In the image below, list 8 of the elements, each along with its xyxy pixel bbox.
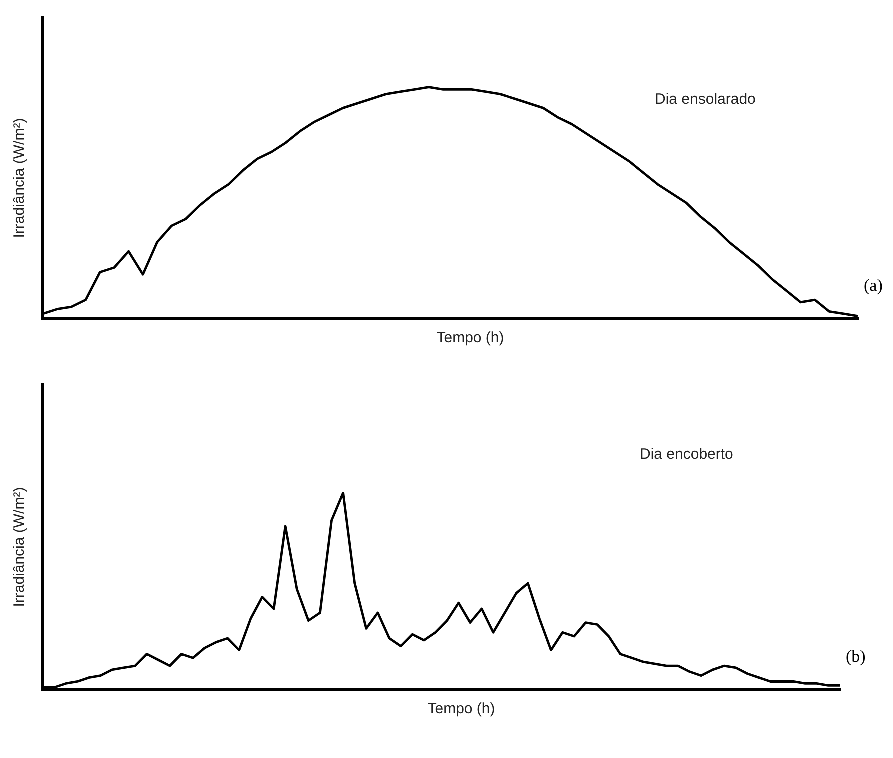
y-axis-title: Irradiância (W/m²) bbox=[11, 118, 28, 238]
text: (a) bbox=[864, 276, 883, 296]
x-axis-title: Tempo (h) bbox=[428, 700, 496, 718]
text: Dia encoberto bbox=[640, 446, 734, 464]
text: (b) bbox=[846, 647, 866, 666]
x-axis-title: Tempo (h) bbox=[436, 330, 504, 347]
annotation: Dia ensolarado bbox=[655, 91, 756, 108]
y-axis-title: Irradiância (W/m²) bbox=[11, 487, 28, 608]
